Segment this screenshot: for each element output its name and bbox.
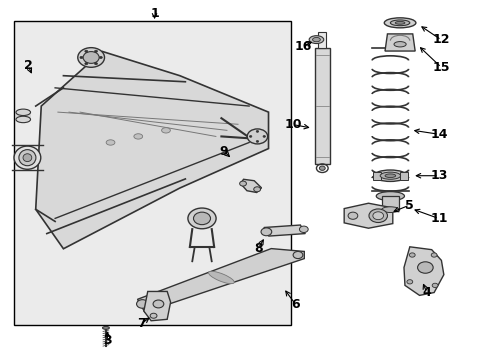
Ellipse shape — [16, 109, 30, 116]
Ellipse shape — [368, 209, 386, 222]
Ellipse shape — [381, 207, 398, 212]
Ellipse shape — [384, 174, 395, 177]
Text: 13: 13 — [429, 169, 447, 182]
Ellipse shape — [102, 327, 109, 329]
Text: 3: 3 — [103, 334, 111, 347]
Text: 2: 2 — [24, 59, 32, 72]
Ellipse shape — [372, 212, 383, 220]
Text: 4: 4 — [422, 286, 430, 299]
Polygon shape — [143, 292, 170, 321]
Ellipse shape — [430, 253, 436, 257]
Ellipse shape — [106, 140, 115, 145]
Ellipse shape — [23, 154, 32, 162]
Ellipse shape — [256, 131, 258, 132]
Ellipse shape — [431, 283, 437, 288]
Bar — [399, 172, 407, 180]
Text: 5: 5 — [405, 198, 413, 212]
Polygon shape — [36, 51, 268, 249]
Ellipse shape — [389, 20, 409, 26]
Text: 12: 12 — [432, 33, 449, 46]
Bar — [14, 21, 290, 325]
Ellipse shape — [239, 181, 246, 186]
Text: 14: 14 — [429, 128, 447, 141]
Ellipse shape — [193, 212, 210, 225]
Bar — [381, 196, 398, 210]
Polygon shape — [344, 203, 392, 228]
Ellipse shape — [319, 166, 325, 170]
Ellipse shape — [150, 313, 157, 318]
Polygon shape — [384, 34, 414, 51]
Ellipse shape — [394, 21, 404, 24]
Text: 9: 9 — [219, 145, 228, 158]
Ellipse shape — [78, 48, 104, 67]
Ellipse shape — [14, 146, 41, 169]
Polygon shape — [240, 179, 261, 193]
Ellipse shape — [312, 37, 320, 42]
Ellipse shape — [406, 280, 412, 284]
Polygon shape — [264, 225, 305, 236]
Ellipse shape — [208, 271, 234, 284]
Bar — [16, 112, 30, 120]
Text: 16: 16 — [294, 40, 311, 53]
Ellipse shape — [308, 36, 323, 44]
Ellipse shape — [253, 187, 260, 192]
Ellipse shape — [136, 300, 148, 308]
Ellipse shape — [187, 208, 216, 229]
Ellipse shape — [134, 134, 142, 139]
Ellipse shape — [384, 18, 415, 28]
Ellipse shape — [99, 57, 102, 59]
Text: 8: 8 — [253, 242, 262, 255]
Ellipse shape — [373, 170, 406, 181]
Ellipse shape — [393, 41, 406, 47]
Ellipse shape — [161, 128, 170, 133]
Polygon shape — [403, 247, 443, 296]
Ellipse shape — [347, 212, 357, 219]
Text: 11: 11 — [429, 212, 447, 225]
Ellipse shape — [379, 172, 400, 179]
Ellipse shape — [19, 150, 36, 166]
Ellipse shape — [417, 262, 432, 273]
Ellipse shape — [249, 135, 251, 137]
Ellipse shape — [84, 50, 87, 52]
Ellipse shape — [299, 226, 307, 233]
Text: 1: 1 — [150, 8, 159, 21]
Ellipse shape — [153, 300, 163, 308]
Text: 15: 15 — [432, 61, 449, 74]
Ellipse shape — [94, 63, 97, 65]
Polygon shape — [137, 249, 304, 312]
Ellipse shape — [94, 50, 97, 52]
Ellipse shape — [16, 116, 30, 123]
Text: 6: 6 — [291, 298, 299, 311]
Ellipse shape — [256, 140, 258, 142]
Ellipse shape — [292, 251, 302, 258]
Ellipse shape — [263, 135, 265, 137]
Ellipse shape — [84, 63, 87, 65]
Text: 7: 7 — [137, 317, 145, 330]
Ellipse shape — [375, 192, 404, 201]
Bar — [314, 48, 329, 164]
Bar — [372, 172, 380, 180]
Ellipse shape — [408, 253, 414, 257]
Text: 10: 10 — [284, 118, 301, 131]
Bar — [318, 32, 325, 48]
Ellipse shape — [83, 51, 99, 63]
Ellipse shape — [80, 57, 82, 59]
Ellipse shape — [261, 228, 271, 236]
Ellipse shape — [247, 129, 267, 144]
